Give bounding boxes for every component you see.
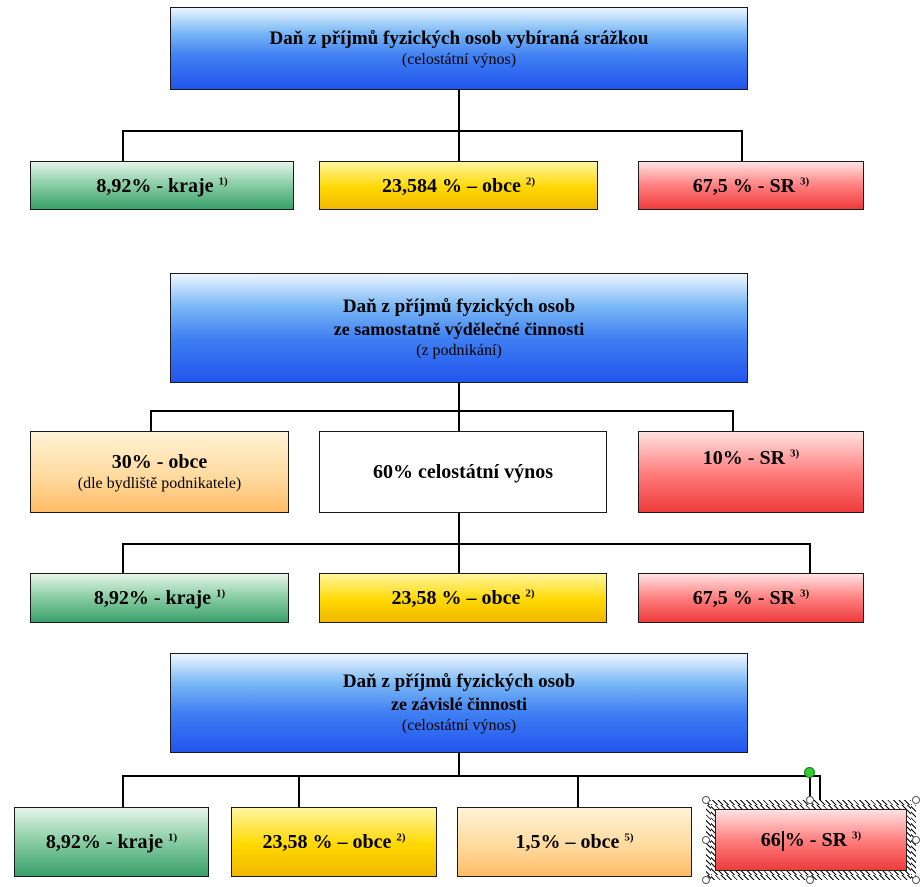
box-label-part2: % - SR (784, 829, 848, 851)
footnote-ref: 2) (525, 587, 535, 600)
box-label: 30% - obce (111, 451, 208, 474)
header-subtitle: (z podnikání) (416, 341, 502, 359)
footnote-ref: 1) (168, 831, 178, 844)
connector (122, 130, 742, 132)
box-sr: 10% - SR 3) (638, 431, 864, 513)
connector (458, 90, 460, 130)
rotation-stem (809, 776, 811, 800)
connector (458, 410, 460, 431)
header-title-line2: ze samostatně výdělečné činnosti (333, 319, 585, 339)
box-kraje: 8,92% - kraje 1) (30, 573, 289, 623)
box-obce-bydliste: 30% - obce (dle bydliště podnikatele) (30, 431, 289, 513)
resize-handle-tr[interactable] (912, 796, 920, 804)
connector (741, 130, 743, 161)
connector (122, 543, 124, 573)
box-sr: 67,5 % - SR 3) (638, 161, 864, 210)
resize-handle-bl[interactable] (702, 876, 710, 884)
connector (458, 543, 460, 573)
header-subtitle: (celostátní výnos) (401, 716, 517, 734)
box-celostatni-vynos: 60% celostátní výnos (319, 431, 607, 513)
header-box-podnikani: Daň z příjmů fyzických osob ze samostatn… (170, 273, 748, 383)
box-label: 67,5 % - SR (692, 174, 796, 197)
connector (819, 775, 821, 807)
footnote-ref: 3) (852, 829, 862, 842)
connector (150, 410, 733, 412)
box-obce-5: 1,5% – obce 5) (457, 807, 692, 877)
footnote-ref: 5) (624, 831, 634, 844)
connector (809, 543, 811, 573)
footnote-ref: 1) (216, 587, 226, 600)
box-obce: 23,58 % – obce 2) (319, 573, 607, 623)
box-kraje: 8,92% - kraje 1) (14, 807, 209, 877)
footnote-ref: 3) (790, 447, 800, 460)
header-subtitle: (celostátní výnos) (401, 51, 517, 69)
footnote-ref: 1) (218, 174, 228, 187)
box-label: 23,584 % – obce (381, 174, 521, 197)
box-label: 1,5% – obce (515, 831, 620, 853)
box-sr-selected[interactable]: 66% - SR 3) (715, 809, 907, 871)
box-obce: 23,58 % – obce 2) (231, 807, 437, 877)
header-title-line2: ze závislé činnosti (391, 694, 527, 714)
footnote-ref: 2) (396, 831, 406, 844)
connector (458, 383, 460, 410)
box-sr: 67,5 % - SR 3) (638, 573, 864, 623)
resize-handle-br[interactable] (912, 876, 920, 884)
box-label: 67,5 % - SR (692, 587, 796, 609)
connector (458, 753, 460, 775)
box-kraje: 8,92% - kraje 1) (30, 161, 294, 210)
header-box-srazkou: Daň z příjmů fyzických osob vybíraná srá… (170, 7, 748, 90)
connector (150, 410, 152, 431)
resize-handle-tc[interactable] (806, 796, 814, 804)
resize-handle-ml[interactable] (702, 836, 710, 844)
box-sublabel: (dle bydliště podnikatele) (77, 475, 242, 493)
header-title: Daň z příjmů fyzických osob (342, 296, 576, 318)
connector (298, 775, 300, 807)
resize-handle-bc[interactable] (806, 876, 814, 884)
box-label: 8,92% - kraje (96, 174, 214, 197)
box-label: 23,58 % – obce (391, 587, 521, 609)
connector (458, 513, 460, 543)
box-obce: 23,584 % – obce 2) (319, 161, 598, 210)
resize-handle-mr[interactable] (912, 836, 920, 844)
box-label: 60% celostátní výnos (373, 461, 553, 483)
box-label: 10% - SR (702, 447, 786, 469)
box-label-part1: 66 (760, 829, 781, 851)
header-title: Daň z příjmů fyzických osob (342, 671, 576, 693)
rotate-handle[interactable] (804, 767, 815, 778)
footnote-ref: 3) (800, 174, 810, 187)
box-label: 8,92% - kraje (93, 587, 212, 609)
resize-handle-tl[interactable] (702, 796, 710, 804)
connector (732, 410, 734, 431)
footnote-ref: 2) (525, 174, 536, 187)
connector (122, 543, 810, 545)
connector (122, 775, 124, 807)
text-cursor (781, 831, 784, 852)
connector (122, 130, 124, 161)
header-box-zavisle: Daň z příjmů fyzických osob ze závislé č… (170, 653, 748, 753)
box-label: 23,58 % – obce (262, 831, 392, 853)
connector (122, 775, 820, 777)
box-label: 8,92% - kraje (45, 831, 164, 853)
connector (458, 130, 460, 161)
connector (577, 775, 579, 807)
header-title: Daň z příjmů fyzických osob vybíraná srá… (269, 27, 649, 49)
footnote-ref: 3) (800, 587, 810, 600)
